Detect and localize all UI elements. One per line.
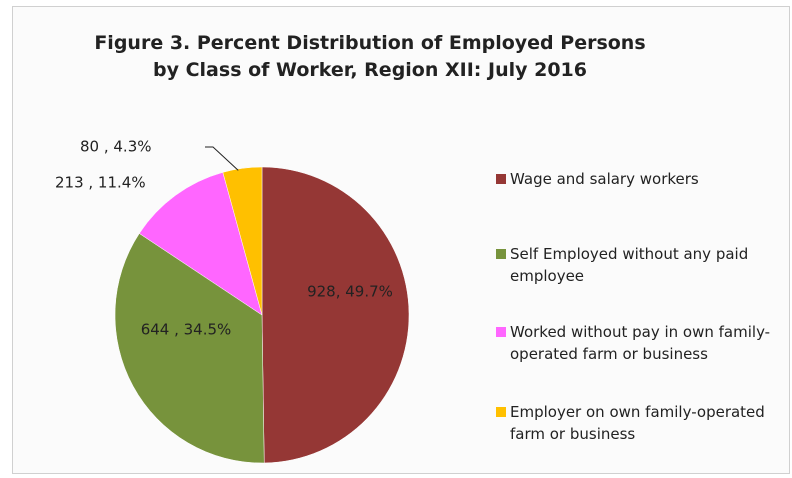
legend-label: Employer on own family-operated farm or … [510,403,765,443]
legend-swatch [496,174,506,184]
data-label: 928, 49.7% [307,283,393,301]
data-label: 80 , 4.3% [80,138,152,156]
page: {"chart_data": {"type": "pie", "title": … [0,0,792,478]
legend-label: Worked without pay in own family-operate… [510,323,770,363]
legend-entry: Employer on own family-operated farm or … [510,401,775,445]
legend-label: Self Employed without any paid employee [510,245,748,285]
legend-entry: Worked without pay in own family-operate… [510,321,775,365]
legend-label: Wage and salary workers [510,170,699,188]
legend-swatch [496,327,506,337]
legend-entry: Wage and salary workers [510,168,775,190]
leader-line [205,147,238,170]
pie-slice [262,167,409,463]
legend-swatch [496,407,506,417]
legend-entry: Self Employed without any paid employee [510,243,775,287]
data-label: 644 , 34.5% [141,321,232,339]
legend-swatch [496,249,506,259]
data-label: 213 , 11.4% [55,174,146,192]
